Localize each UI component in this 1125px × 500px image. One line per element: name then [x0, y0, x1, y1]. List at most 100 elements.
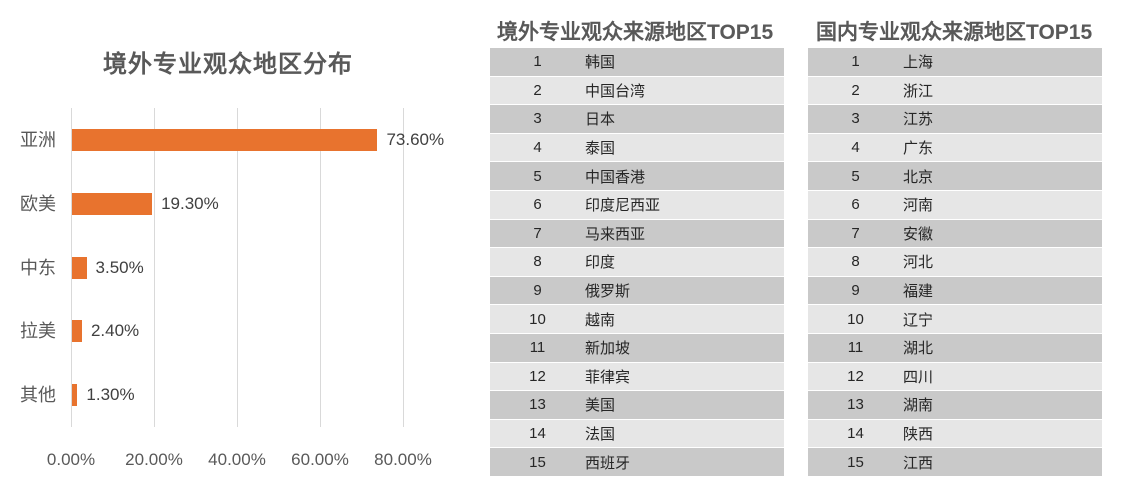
category-label: 亚洲 [20, 129, 56, 150]
table-row: 2 中国台湾 [490, 76, 784, 106]
region-distribution-chart: 境外专业观众地区分布 0.00% 20.00% 40.00% 60.00% 80.00%… [0, 0, 460, 500]
gridline [403, 108, 404, 427]
overseas-table: 1 韩国 2 中国台湾 3 日本 4 泰国 5 中国香港 6 印度尼西亚 7 马来西亚 8 印度 9 俄罗斯 10 越… [490, 48, 784, 477]
region-name-cell: 陕西 [903, 426, 934, 444]
rank-cell: 10 [847, 310, 864, 328]
rank-cell: 6 [533, 196, 542, 214]
category-label: 拉美 [20, 321, 56, 342]
chart-title: 境外专业观众地区分布 [103, 51, 353, 78]
table-row: 1 上海 [808, 48, 1102, 77]
table-row: 10 越南 [490, 305, 784, 334]
x-axis-tick-label: 0.00% [46, 450, 96, 469]
chart-bar [72, 384, 78, 407]
region-name-cell: 四川 [903, 368, 934, 386]
rank-cell: 10 [529, 310, 546, 328]
rank-cell: 1 [533, 53, 542, 71]
region-name-cell: 浙江 [903, 82, 934, 100]
rank-cell: 15 [529, 453, 546, 471]
rank-cell: 3 [851, 110, 860, 128]
table-row: 4 广东 [808, 133, 1102, 163]
region-name-cell: 俄罗斯 [585, 283, 631, 301]
rank-cell: 11 [529, 339, 546, 357]
overseas-top15-table-section: 境外专业观众来源地区TOP15 1 韩国 2 中国台湾 3 日本 4 泰国 5 中国香港 6 印度尼西… [490, 0, 784, 500]
region-name-cell: 中国台湾 [585, 82, 646, 100]
region-name-cell: 中国香港 [585, 168, 646, 186]
table-row: 12 菲律宾 [490, 362, 784, 392]
rank-cell: 14 [529, 425, 546, 443]
region-name-cell: 美国 [585, 397, 616, 415]
region-name-cell: 江西 [903, 454, 934, 472]
value-label: 73.60% [386, 129, 445, 149]
region-name-cell: 菲律宾 [585, 368, 631, 386]
rank-cell: 1 [851, 53, 860, 71]
region-name-cell: 上海 [903, 54, 934, 72]
table-row: 13 美国 [490, 391, 784, 420]
table-row: 6 印度尼西亚 [490, 190, 784, 220]
table-row: 3 日本 [490, 105, 784, 134]
rank-cell: 11 [847, 339, 864, 357]
table-row: 12 四川 [808, 362, 1102, 392]
region-name-cell: 日本 [585, 111, 616, 129]
category-label: 中东 [20, 257, 56, 278]
table-row: 7 马来西亚 [490, 219, 784, 249]
region-name-cell: 湖北 [903, 340, 934, 358]
gridline [71, 108, 72, 427]
rank-cell: 8 [533, 253, 542, 271]
rank-cell: 2 [851, 81, 860, 99]
table-row: 11 湖北 [808, 333, 1102, 363]
table-row: 11 新加坡 [490, 333, 784, 363]
x-axis-tick-label: 60.00% [291, 450, 349, 469]
table-row: 9 俄罗斯 [490, 276, 784, 306]
region-name-cell: 泰国 [585, 140, 616, 158]
table-row: 6 河南 [808, 190, 1102, 220]
rank-cell: 13 [529, 396, 546, 414]
rank-cell: 2 [533, 81, 542, 99]
region-name-cell: 越南 [585, 311, 616, 329]
table-row: 10 辽宁 [808, 305, 1102, 334]
region-name-cell: 辽宁 [903, 311, 934, 329]
rank-cell: 5 [851, 167, 860, 185]
table-row: 8 河北 [808, 248, 1102, 277]
rank-cell: 9 [851, 282, 860, 300]
region-name-cell: 马来西亚 [585, 225, 646, 243]
region-name-cell: 湖南 [903, 397, 934, 415]
category-label: 欧美 [20, 193, 56, 214]
rank-cell: 7 [851, 224, 860, 242]
rank-cell: 12 [847, 367, 864, 385]
table-row: 2 浙江 [808, 76, 1102, 106]
region-name-cell: 法国 [585, 426, 616, 444]
table-row: 9 福建 [808, 276, 1102, 306]
table-row: 8 印度 [490, 248, 784, 277]
x-axis-tick-label: 80.00% [374, 450, 432, 469]
x-axis-tick-label: 20.00% [125, 450, 183, 469]
x-axis-tick-label: 40.00% [208, 450, 266, 469]
table-row: 14 陕西 [808, 419, 1102, 449]
region-name-cell: 福建 [903, 283, 934, 301]
region-name-cell: 河北 [903, 254, 934, 272]
rank-cell: 6 [851, 196, 860, 214]
table-row: 14 法国 [490, 419, 784, 449]
table-row: 5 中国香港 [490, 162, 784, 191]
domestic-table: 1 上海 2 浙江 3 江苏 4 广东 5 北京 6 河南 7 安徽 8 河北 9 福建 10 辽宁 11 湖北 12 四川 1… [808, 48, 1102, 477]
chart-bar [72, 128, 378, 151]
domestic-top15-table-section: 国内专业观众来源地区TOP15 1 上海 2 浙江 3 江苏 4 广东 5 北京 6 河南 7 安徽 8 河北… [808, 0, 1102, 500]
rank-cell: 4 [851, 139, 860, 157]
rank-cell: 7 [533, 224, 542, 242]
table-row: 4 泰国 [490, 133, 784, 163]
domestic-table-title: 国内专业观众来源地区TOP15 [816, 21, 1093, 44]
value-label: 2.40% [90, 321, 140, 341]
table-row: 13 湖南 [808, 391, 1102, 420]
chart-bar [72, 192, 153, 215]
region-name-cell: 安徽 [903, 225, 934, 243]
gridline [320, 108, 321, 427]
region-name-cell: 新加坡 [585, 340, 631, 358]
rank-cell: 3 [533, 110, 542, 128]
value-label: 3.50% [95, 257, 144, 277]
region-name-cell: 河南 [903, 197, 934, 215]
rank-cell: 13 [847, 396, 864, 414]
rank-cell: 4 [533, 139, 542, 157]
gridline [237, 108, 238, 427]
region-name-cell: 韩国 [585, 54, 616, 72]
region-name-cell: 印度 [585, 254, 616, 272]
